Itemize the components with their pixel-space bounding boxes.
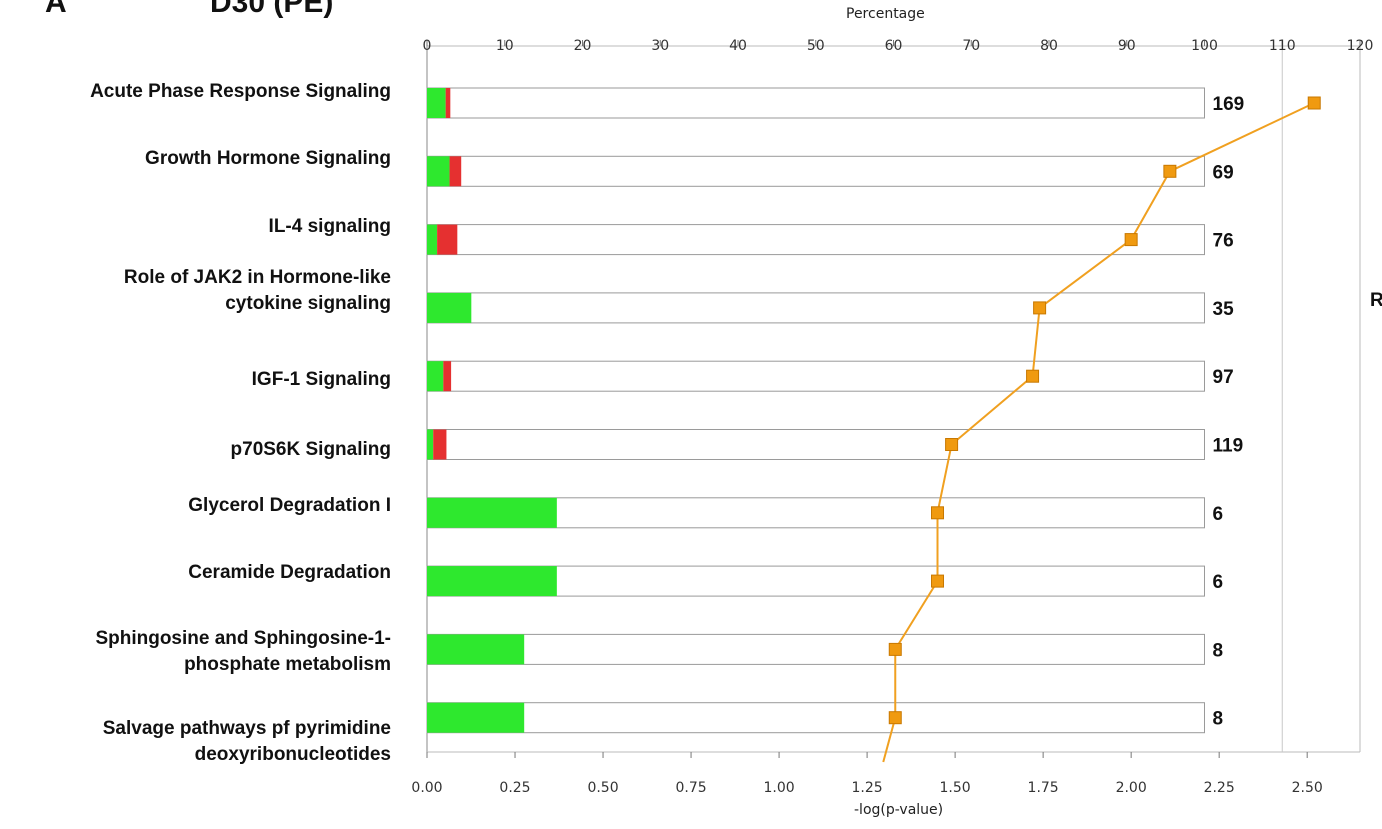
top-tick-label: 60	[885, 38, 903, 54]
pathway-count-label: 69	[1213, 162, 1234, 183]
ratio-marker	[888, 711, 902, 725]
top-tick-label: 70	[962, 38, 980, 54]
ratio-marker	[1124, 233, 1138, 247]
top-tick-label: 40	[729, 38, 747, 54]
ratio-marker	[1033, 301, 1047, 315]
ratio-marker	[888, 642, 902, 656]
bottom-tick-label: 0.75	[675, 780, 706, 796]
bottom-tick-label: 2.00	[1116, 780, 1147, 796]
top-tick-label: 10	[496, 38, 514, 54]
bar-down-segment	[427, 497, 557, 528]
bar-down-segment	[427, 224, 438, 255]
bottom-tick-label: 0.25	[499, 780, 530, 796]
pathway-count-label: 6	[1213, 504, 1224, 525]
bar-total-box	[426, 702, 1205, 734]
ratio-marker	[945, 438, 959, 451]
bottom-tick-label: 1.75	[1028, 780, 1059, 796]
right-edge-text: R	[1370, 290, 1382, 311]
top-axis-title: Percentage	[846, 6, 925, 22]
category-label: Salvage pathways pf pyrimidine deoxyribo…	[102, 718, 391, 765]
ratio-marker	[1307, 96, 1321, 110]
bar-down-segment	[427, 429, 434, 460]
ratio-marker	[931, 506, 945, 520]
pathway-count-label: 6	[1213, 572, 1224, 593]
bar-total-box	[426, 633, 1205, 665]
category-label: IGF-1 Signaling	[251, 369, 391, 390]
pathway-count-label: 119	[1213, 436, 1244, 457]
ratio-marker	[931, 574, 945, 588]
bar-up-segment	[433, 429, 447, 460]
bar-up-segment	[445, 88, 451, 118]
category-label: Acute Phase Response Signaling	[90, 81, 391, 102]
bar-total-box	[426, 155, 1205, 187]
bar-up-segment	[437, 224, 458, 255]
top-tick-label: 80	[1040, 38, 1058, 54]
bar-down-segment	[427, 361, 444, 392]
panel-letter: A	[45, 0, 67, 19]
bottom-tick-label: 2.50	[1292, 780, 1323, 796]
bar-down-segment	[427, 566, 557, 597]
bottom-tick-label: 1.00	[763, 780, 794, 796]
bar-total-box	[426, 87, 1205, 119]
ratio-marker	[1026, 369, 1040, 383]
category-label: IL-4 signaling	[268, 216, 391, 237]
top-tick-label: 50	[807, 38, 825, 54]
bar-total-box	[426, 224, 1205, 256]
pathway-count-label: 97	[1213, 367, 1234, 388]
bar-up-segment	[443, 361, 452, 392]
category-label: p70S6K Signaling	[230, 439, 391, 460]
bar-down-segment	[427, 634, 525, 665]
bar-down-segment	[427, 702, 525, 733]
pathway-count-label: 76	[1213, 231, 1234, 252]
bar-down-segment	[427, 88, 446, 118]
top-tick-label: 90	[1118, 38, 1136, 54]
bar-up-segment	[449, 156, 462, 187]
category-label: Role of JAK2 in Hormone-like cytokine si…	[123, 267, 391, 314]
category-label: Glycerol Degradation I	[188, 495, 391, 516]
pathway-count-label: 35	[1213, 299, 1235, 320]
top-tick-label: 20	[574, 38, 592, 54]
top-tick-label: 100	[1191, 38, 1218, 54]
bottom-tick-label: 2.25	[1204, 780, 1235, 796]
bottom-tick-label: 1.50	[940, 780, 971, 796]
bottom-tick-label: 0.50	[587, 780, 618, 796]
bottom-axis-title: -log(p-value)	[854, 802, 944, 818]
top-tick-label: 0	[423, 38, 432, 54]
pathway-count-label: 8	[1213, 709, 1224, 730]
bar-total-box	[426, 360, 1205, 392]
top-tick-label: 120	[1347, 38, 1374, 54]
bar-total-box	[426, 429, 1205, 460]
panel-heading: D30 (PE)	[210, 0, 334, 19]
bar-down-segment	[427, 156, 450, 187]
category-label: Sphingosine and Sphingosine-1-phosphate …	[95, 628, 391, 675]
bottom-tick-label: 1.25	[852, 780, 883, 796]
category-label: Ceramide Degradation	[188, 562, 391, 583]
category-label: Growth Hormone Signaling	[145, 148, 391, 169]
bar-total-box	[426, 292, 1205, 324]
pathway-count-label: 169	[1213, 94, 1245, 115]
ratio-marker	[1163, 164, 1177, 178]
pathway-count-label: 8	[1213, 640, 1224, 661]
bar-down-segment	[427, 292, 472, 323]
top-tick-label: 30	[651, 38, 669, 54]
top-tick-label: 110	[1269, 38, 1296, 54]
bottom-tick-label: 0.00	[411, 780, 442, 796]
